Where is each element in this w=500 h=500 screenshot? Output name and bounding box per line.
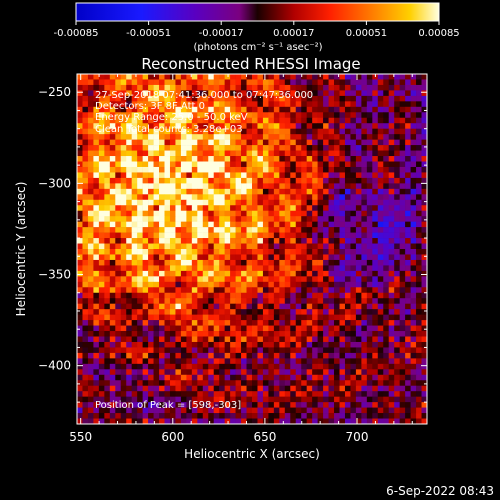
colorbar-ticks: -0.00085 -0.00051 -0.00017 0.00017 0.00051 0.… xyxy=(54,21,460,39)
annotation-clean: Clean Total counts: 3.28e+03 xyxy=(95,124,243,135)
x-tick-label: 650 xyxy=(253,430,276,444)
x-tick-label: 550 xyxy=(69,430,92,444)
x-axis-label: Heliocentric X (arcsec) xyxy=(184,447,320,461)
axis-ticks: 550 600 650 700 −250 −300 −350 −400 xyxy=(38,74,427,444)
colorbar-gradient xyxy=(76,3,439,21)
chart-title: Reconstructed RHESSI Image xyxy=(141,55,360,73)
colorbar-tick-label: -0.00051 xyxy=(126,28,171,39)
colorbar-tick-label: 0.00017 xyxy=(273,28,314,39)
y-tick-label: −300 xyxy=(38,176,71,190)
plot-frame xyxy=(76,73,428,425)
heatmap-image xyxy=(77,74,427,424)
colorbar-tick-label: 0.00085 xyxy=(418,28,459,39)
x-tick-label: 700 xyxy=(346,430,369,444)
colorbar-tick-label: -0.00085 xyxy=(54,28,99,39)
annotation-time: 27-Sep-2018 07:41:36.000 to 07:47:36.000 xyxy=(95,90,313,101)
y-tick-label: −400 xyxy=(38,359,71,373)
colorbar-unit-label: (photons cm⁻² s⁻¹ asec⁻²) xyxy=(193,42,322,53)
annotation-block: 27-Sep-2018 07:41:36.000 to 07:47:36.000… xyxy=(95,90,313,411)
x-tick-label: 600 xyxy=(161,430,184,444)
colorbar: -0.00085 -0.00051 -0.00017 0.00017 0.00051 0.… xyxy=(54,2,460,53)
y-tick-label: −250 xyxy=(38,85,71,99)
annotation-peak: Position of Peak = [598,-303] xyxy=(95,400,241,411)
colorbar-tick-label: 0.00051 xyxy=(346,28,387,39)
annotation-detectors: Detectors: 3F 8F Att 0 xyxy=(95,101,205,112)
y-axis-label: Heliocentric Y (arcsec) xyxy=(14,182,28,317)
annotation-energy: Energy Range: 25.0 - 50.0 keV xyxy=(95,112,248,123)
plot-area: 550 600 650 700 −250 −300 −350 −400 xyxy=(38,73,428,444)
y-tick-label: −350 xyxy=(38,268,71,282)
footer-timestamp: 6-Sep-2022 08:43 xyxy=(386,484,494,498)
colorbar-tick-label: -0.00017 xyxy=(199,28,244,39)
